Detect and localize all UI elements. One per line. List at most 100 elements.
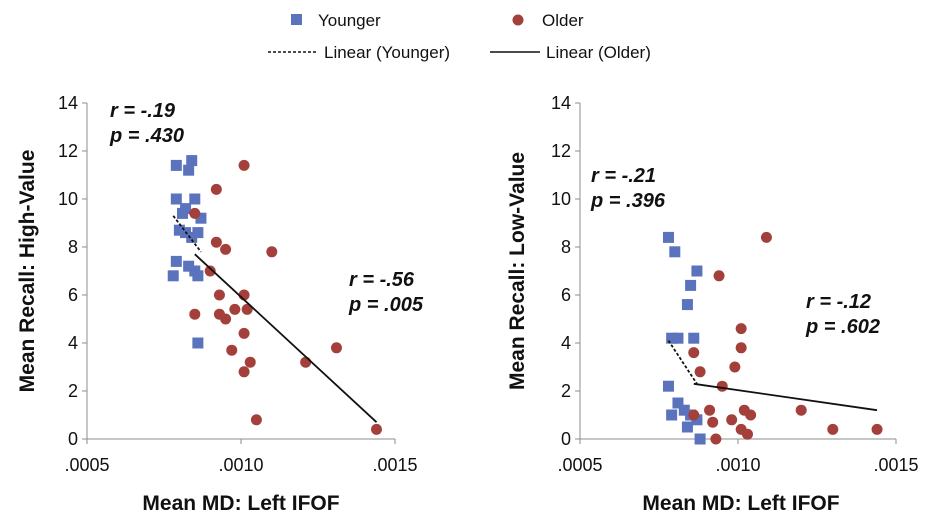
older-point [871, 423, 883, 435]
younger-point [176, 207, 188, 219]
older-point [238, 159, 250, 171]
legend-younger-label: Younger [318, 11, 381, 30]
younger-point [678, 404, 690, 416]
younger-point [681, 421, 693, 433]
older-point [726, 414, 738, 426]
y-tick-label: 8 [561, 237, 571, 257]
younger-point [170, 193, 182, 205]
x-tick-label: .0010 [715, 455, 760, 475]
annotation-younger: r = -.21 p = .396 [590, 165, 666, 212]
older-point [189, 308, 201, 320]
younger-point [167, 270, 179, 282]
older-point [704, 404, 716, 416]
older-point [330, 342, 342, 354]
y-tick-label: 12 [551, 141, 571, 161]
older-point [220, 313, 232, 325]
older-point [745, 409, 757, 421]
younger-point [672, 332, 684, 344]
trendline-older [693, 382, 878, 412]
older-point [827, 423, 839, 435]
y-tick-label: 8 [68, 237, 78, 257]
younger-point [662, 231, 674, 243]
younger-point [192, 227, 204, 239]
older-point [229, 303, 241, 315]
older-point [266, 246, 278, 258]
y-tick-label: 12 [58, 141, 78, 161]
annotation-p-older: p = .602 [805, 316, 880, 338]
x-axis-title: Mean MD: Left IFOF [642, 492, 839, 515]
y-tick-label: 10 [551, 189, 571, 209]
older-point [210, 236, 222, 248]
chart-low-value: 0 2 4 6 8 10 12 14 .0005 .0010 .0015 Mean Recall:… [506, 93, 919, 515]
annotation-r-younger: r = -.21 [591, 165, 656, 187]
younger-point [186, 231, 198, 243]
younger-point [195, 212, 207, 224]
x-tick-label: .0005 [64, 455, 109, 475]
younger-point [170, 255, 182, 267]
legend-older-label: Older [542, 11, 584, 30]
annotation-r-older: r = -.56 [349, 269, 415, 291]
annotation-older: r = -.56 p = .005 [348, 269, 424, 316]
older-point [688, 409, 700, 421]
annotation-p-older: p = .005 [348, 294, 424, 316]
older-point [735, 323, 747, 335]
y-tick-label: 14 [58, 93, 78, 113]
trendline-younger [667, 340, 698, 385]
y-tick-label: 0 [561, 429, 571, 449]
younger-point [662, 380, 674, 392]
younger-point [170, 159, 182, 171]
younger-point [666, 409, 678, 421]
y-axis-title: Mean Recall: High-Value [16, 150, 39, 393]
older-point [189, 207, 201, 219]
older-point [213, 289, 225, 301]
y-tick-label: 0 [68, 429, 78, 449]
x-tick-label: .0015 [372, 455, 417, 475]
older-point [729, 361, 741, 373]
older-point [735, 342, 747, 354]
legend-linear-older-label: Linear (Older) [546, 43, 651, 62]
younger-point [666, 332, 678, 344]
older-point [371, 423, 383, 435]
younger-point [681, 299, 693, 311]
older-point [795, 404, 807, 416]
y-tick-label: 2 [561, 381, 571, 401]
younger-point [691, 265, 703, 277]
x-tick-label: .0015 [873, 455, 918, 475]
younger-point [672, 397, 684, 409]
older-point [713, 270, 725, 282]
younger-point [183, 260, 195, 272]
x-axis-title: Mean MD: Left IFOF [142, 492, 339, 515]
trendline-older [194, 253, 378, 423]
older-point [238, 327, 250, 339]
annotation-younger: r = -.19 p = .430 [109, 100, 184, 147]
y-tick-label: 4 [561, 333, 571, 353]
younger-point [183, 164, 195, 176]
younger-point [691, 414, 703, 426]
y-tick-label: 2 [68, 381, 78, 401]
older-point [688, 347, 700, 359]
younger-point [192, 270, 204, 282]
older-point [238, 366, 250, 378]
younger-point [688, 332, 700, 344]
older-point [300, 356, 312, 368]
older-point [694, 366, 706, 378]
annotation-older: r = -.12 p = .602 [805, 291, 880, 338]
annotation-p-younger: p = .396 [590, 190, 666, 212]
younger-point [669, 246, 681, 258]
older-point [710, 433, 722, 445]
older-point [204, 265, 216, 277]
annotation-r-younger: r = -.19 [110, 100, 176, 122]
y-tick-label: 6 [561, 285, 571, 305]
older-point [220, 243, 232, 255]
y-tick-label: 6 [68, 285, 78, 305]
legend-younger-marker [291, 14, 302, 25]
legend-older-marker [512, 14, 524, 26]
annotation-p-younger: p = .430 [109, 125, 184, 147]
older-point [760, 231, 772, 243]
chart-high-value: 0 2 4 6 8 10 12 14 .0005 .0010 .0015 Mean Recall:… [16, 93, 424, 515]
older-point [244, 356, 256, 368]
younger-point [694, 433, 706, 445]
younger-point [186, 155, 198, 167]
younger-point [189, 193, 201, 205]
